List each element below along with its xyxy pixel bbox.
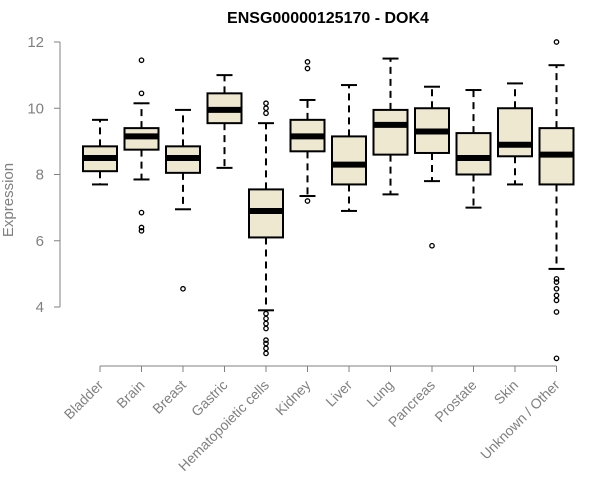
y-tick-label: 12 <box>27 34 44 51</box>
outlier-point <box>553 309 560 315</box>
x-tick-label: Unknown / Other <box>477 377 563 463</box>
outlier-point <box>263 350 269 357</box>
outlier-point <box>304 65 311 72</box>
outlier-point <box>553 297 560 304</box>
x-tick-label: Skin <box>491 377 522 408</box>
outlier-point <box>263 110 269 117</box>
outlier-point <box>138 90 145 97</box>
outlier-point <box>263 325 269 332</box>
outlier-point <box>553 275 560 282</box>
outlier-point <box>263 310 269 317</box>
y-tick-label: 6 <box>36 233 44 250</box>
outlier-point <box>263 100 269 107</box>
outlier-point <box>553 292 560 299</box>
x-tick-label: Brain <box>113 377 147 411</box>
outlier-point <box>263 337 269 343</box>
outlier-point <box>553 285 560 292</box>
outlier-point <box>180 285 186 292</box>
x-tick-label: Breast <box>149 377 189 417</box>
box-skin <box>497 107 533 158</box>
x-tick-label: Prostate <box>431 377 479 425</box>
outlier-point <box>138 224 145 231</box>
outlier-point <box>553 355 560 362</box>
outlier-point <box>263 340 269 347</box>
outlier-point <box>263 315 269 322</box>
y-axis-label: Expression <box>0 163 17 237</box>
box-liver <box>331 135 367 186</box>
outlier-point <box>304 59 311 65</box>
outlier-point <box>429 242 435 249</box>
outlier-point <box>138 209 145 216</box>
y-tick-label: 10 <box>27 100 44 117</box>
outlier-point <box>553 279 560 286</box>
outlier-point <box>138 57 145 64</box>
box-prostate <box>455 132 492 176</box>
y-tick-label: 4 <box>36 299 44 316</box>
x-tick-label: Liver <box>322 377 355 410</box>
x-tick-label: Bladder <box>61 377 107 423</box>
x-tick-label: Kidney <box>272 377 314 419</box>
chart-title: ENSG00000125170 - DOK4 <box>227 10 429 27</box>
outlier-point <box>263 320 269 327</box>
outlier-point <box>138 227 145 234</box>
outlier-point <box>263 105 269 112</box>
box-lung <box>372 108 409 156</box>
outlier-point <box>304 198 311 204</box>
outlier-point <box>553 39 560 45</box>
y-tick-label: 8 <box>36 167 44 184</box>
outlier-point <box>263 345 269 352</box>
x-tick-label: Lung <box>363 377 396 410</box>
